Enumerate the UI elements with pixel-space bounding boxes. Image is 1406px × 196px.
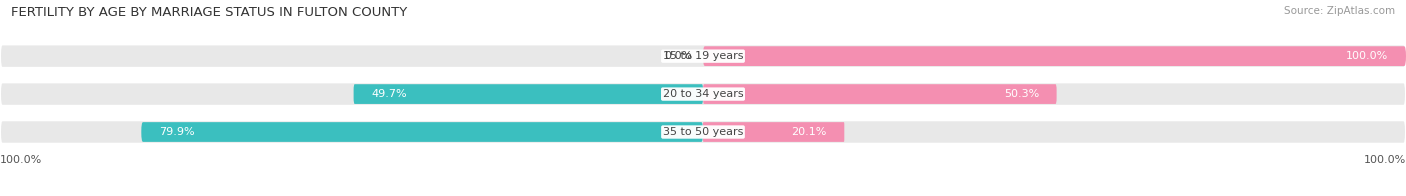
Text: FERTILITY BY AGE BY MARRIAGE STATUS IN FULTON COUNTY: FERTILITY BY AGE BY MARRIAGE STATUS IN F… xyxy=(11,6,408,19)
Text: 20.1%: 20.1% xyxy=(792,127,827,137)
FancyBboxPatch shape xyxy=(0,82,1406,106)
Text: 35 to 50 years: 35 to 50 years xyxy=(662,127,744,137)
Text: 100.0%: 100.0% xyxy=(1364,155,1406,165)
Text: 50.3%: 50.3% xyxy=(1004,89,1039,99)
Text: 0.0%: 0.0% xyxy=(664,51,693,61)
FancyBboxPatch shape xyxy=(703,122,844,142)
FancyBboxPatch shape xyxy=(703,84,1057,104)
FancyBboxPatch shape xyxy=(703,46,1406,66)
Text: 79.9%: 79.9% xyxy=(159,127,194,137)
Text: 100.0%: 100.0% xyxy=(1346,51,1389,61)
FancyBboxPatch shape xyxy=(141,122,703,142)
FancyBboxPatch shape xyxy=(354,84,703,104)
Text: 15 to 19 years: 15 to 19 years xyxy=(662,51,744,61)
Text: 49.7%: 49.7% xyxy=(371,89,406,99)
Text: Source: ZipAtlas.com: Source: ZipAtlas.com xyxy=(1284,6,1395,16)
FancyBboxPatch shape xyxy=(0,120,1406,144)
Text: 20 to 34 years: 20 to 34 years xyxy=(662,89,744,99)
FancyBboxPatch shape xyxy=(0,44,1406,68)
Text: 100.0%: 100.0% xyxy=(0,155,42,165)
